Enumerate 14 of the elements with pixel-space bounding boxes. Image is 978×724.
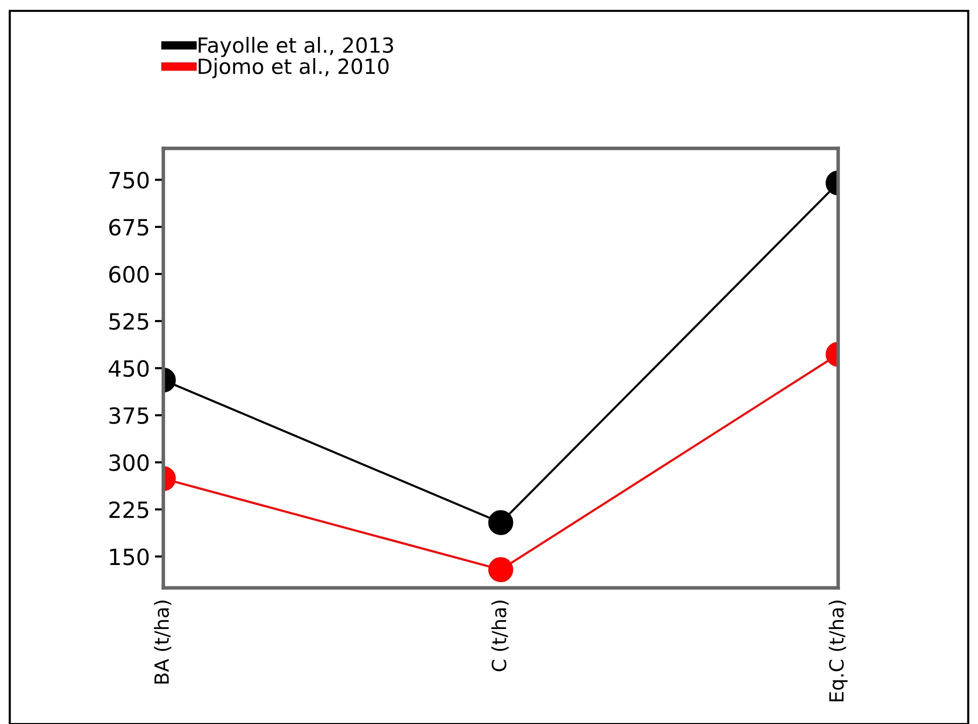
legend-label: Fayolle et al., 2013 <box>198 36 394 58</box>
y-tick-label: 675 <box>109 218 148 236</box>
y-tick-label: 375 <box>109 407 148 424</box>
legend-label: Djomo et al., 2010 <box>198 58 389 78</box>
y-tick-label: 450 <box>108 360 149 377</box>
x-tick-label: C (t/ha) <box>491 600 509 672</box>
y-tick-label: 600 <box>109 266 149 283</box>
y-tick-label: 525 <box>109 313 148 330</box>
y-tick-label: 225 <box>109 501 148 518</box>
y-tick-label: 300 <box>109 454 149 472</box>
y-tick-label: 150 <box>110 548 149 566</box>
x-tick-label: BA (t/ha) <box>154 600 172 684</box>
x-tick-label: Eq.C (t/ha) <box>828 600 848 702</box>
y-tick-label: 750 <box>110 172 149 189</box>
